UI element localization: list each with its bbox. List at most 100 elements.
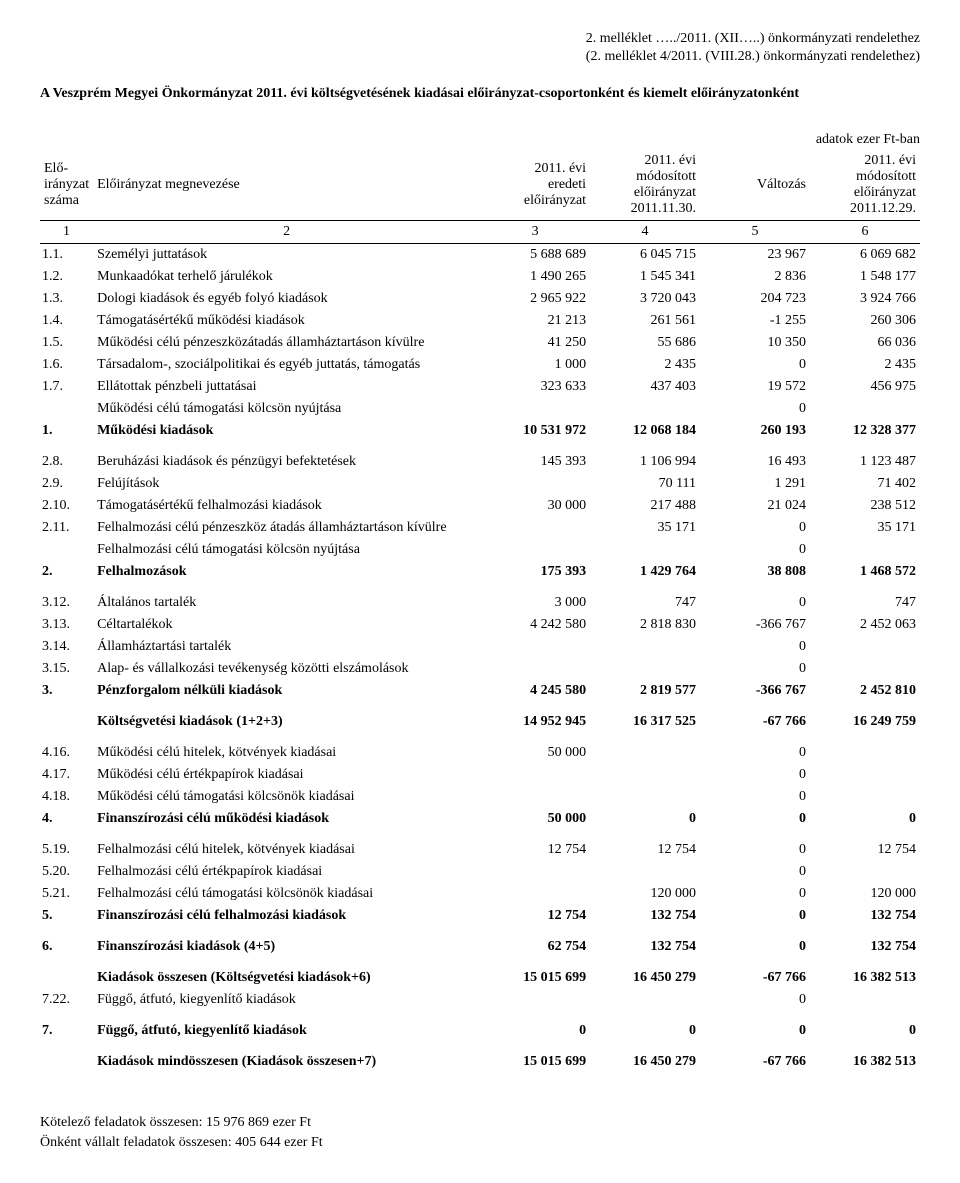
row-value: 2 965 922 bbox=[480, 288, 590, 310]
row-value: -67 766 bbox=[700, 702, 810, 733]
row-name: Beruházási kiadások és pénzügyi befektet… bbox=[93, 442, 480, 473]
row-name: Támogatásértékű működési kiadások bbox=[93, 310, 480, 332]
row-value bbox=[810, 764, 920, 786]
row-value: 10 531 972 bbox=[480, 420, 590, 442]
row-value bbox=[480, 764, 590, 786]
row-index: 1.1. bbox=[40, 244, 93, 267]
row-value: 16 317 525 bbox=[590, 702, 700, 733]
footer-line1: Kötelező feladatok összesen: 15 976 869 … bbox=[40, 1113, 920, 1133]
row-value: 0 bbox=[700, 905, 810, 927]
row-name: Felhalmozási célú pénzeszköz átadás álla… bbox=[93, 517, 480, 539]
row-name: Függő, átfutó, kiegyenlítő kiadások bbox=[93, 1011, 480, 1042]
row-value: 5 688 689 bbox=[480, 244, 590, 267]
row-name: Működési célú támogatási kölcsön nyújtás… bbox=[93, 398, 480, 420]
table-header-row: Elő- irányzat száma Előirányzat megnevez… bbox=[40, 150, 920, 221]
row-name: Felhalmozási célú támogatási kölcsönök k… bbox=[93, 883, 480, 905]
unit-label: adatok ezer Ft-ban bbox=[40, 132, 920, 148]
table-row: 1.3.Dologi kiadások és egyéb folyó kiadá… bbox=[40, 288, 920, 310]
row-value bbox=[590, 786, 700, 808]
row-value: 16 382 513 bbox=[810, 958, 920, 989]
table-row: 5.21.Felhalmozási célú támogatási kölcsö… bbox=[40, 883, 920, 905]
row-name: Társadalom-, szociálpolitikai és egyéb j… bbox=[93, 354, 480, 376]
row-value: -67 766 bbox=[700, 1042, 810, 1073]
row-value bbox=[810, 989, 920, 1011]
table-row: Költségvetési kiadások (1+2+3)14 952 945… bbox=[40, 702, 920, 733]
row-value: 70 111 bbox=[590, 473, 700, 495]
row-value: 132 754 bbox=[810, 905, 920, 927]
row-value: 21 024 bbox=[700, 495, 810, 517]
row-index bbox=[40, 539, 93, 561]
row-value: 0 bbox=[700, 539, 810, 561]
row-value: 50 000 bbox=[480, 808, 590, 830]
table-row: 3.14.Államháztartási tartalék0 bbox=[40, 636, 920, 658]
row-value bbox=[480, 539, 590, 561]
row-value: 0 bbox=[700, 658, 810, 680]
row-value: 120 000 bbox=[810, 883, 920, 905]
row-value bbox=[590, 636, 700, 658]
table-row: 6.Finanszírozási kiadások (4+5)62 754132… bbox=[40, 927, 920, 958]
table-row: 5.20.Felhalmozási célú értékpapírok kiad… bbox=[40, 861, 920, 883]
row-value: -67 766 bbox=[700, 958, 810, 989]
table-row: 5.Finanszírozási célú felhalmozási kiadá… bbox=[40, 905, 920, 927]
row-value: 30 000 bbox=[480, 495, 590, 517]
row-value: 260 193 bbox=[700, 420, 810, 442]
row-value: 132 754 bbox=[590, 905, 700, 927]
row-index: 6. bbox=[40, 927, 93, 958]
row-value: 260 306 bbox=[810, 310, 920, 332]
row-value: 16 450 279 bbox=[590, 1042, 700, 1073]
row-value: 1 106 994 bbox=[590, 442, 700, 473]
row-value: 71 402 bbox=[810, 473, 920, 495]
row-index: 3.13. bbox=[40, 614, 93, 636]
row-index: 4. bbox=[40, 808, 93, 830]
row-value bbox=[810, 539, 920, 561]
row-value: 747 bbox=[810, 583, 920, 614]
row-name: Felhalmozások bbox=[93, 561, 480, 583]
row-name: Ellátottak pénzbeli juttatásai bbox=[93, 376, 480, 398]
row-value bbox=[590, 733, 700, 764]
row-name: Finanszírozási célú felhalmozási kiadáso… bbox=[93, 905, 480, 927]
row-index: 1.2. bbox=[40, 266, 93, 288]
row-index: 1.4. bbox=[40, 310, 93, 332]
row-value bbox=[590, 539, 700, 561]
col-header-index: Elő- irányzat száma bbox=[40, 150, 93, 221]
row-value: -366 767 bbox=[700, 614, 810, 636]
row-value: 23 967 bbox=[700, 244, 810, 267]
row-index: 2.10. bbox=[40, 495, 93, 517]
row-value: 15 015 699 bbox=[480, 1042, 590, 1073]
row-index: 2.8. bbox=[40, 442, 93, 473]
row-value: 6 045 715 bbox=[590, 244, 700, 267]
colnum-5: 5 bbox=[700, 221, 810, 244]
row-value: 16 249 759 bbox=[810, 702, 920, 733]
row-value bbox=[480, 989, 590, 1011]
row-value: 1 123 487 bbox=[810, 442, 920, 473]
row-value: 0 bbox=[700, 583, 810, 614]
row-value: 217 488 bbox=[590, 495, 700, 517]
row-value: 0 bbox=[590, 808, 700, 830]
col-header-modified-1130: 2011. évi módosított előirányzat 2011.11… bbox=[590, 150, 700, 221]
row-index: 3. bbox=[40, 680, 93, 702]
row-value bbox=[810, 733, 920, 764]
row-value: 3 000 bbox=[480, 583, 590, 614]
row-index bbox=[40, 702, 93, 733]
row-name: Működési célú pénzeszközátadás államházt… bbox=[93, 332, 480, 354]
row-value: 0 bbox=[700, 1011, 810, 1042]
table-row: 1.4.Támogatásértékű működési kiadások21 … bbox=[40, 310, 920, 332]
table-row: 1.2.Munkaadókat terhelő járulékok1 490 2… bbox=[40, 266, 920, 288]
row-value: 12 754 bbox=[480, 830, 590, 861]
row-index: 5. bbox=[40, 905, 93, 927]
row-value: 35 171 bbox=[590, 517, 700, 539]
row-value bbox=[480, 861, 590, 883]
row-value: 0 bbox=[700, 927, 810, 958]
row-value: 12 754 bbox=[480, 905, 590, 927]
header-annex: 2. melléklet …../2011. (XII…..) önkormán… bbox=[40, 30, 920, 66]
row-value: 19 572 bbox=[700, 376, 810, 398]
row-value: 0 bbox=[700, 786, 810, 808]
row-index: 3.14. bbox=[40, 636, 93, 658]
colnum-3: 3 bbox=[480, 221, 590, 244]
row-name: Függő, átfutó, kiegyenlítő kiadások bbox=[93, 989, 480, 1011]
row-index: 2.9. bbox=[40, 473, 93, 495]
row-index: 4.16. bbox=[40, 733, 93, 764]
row-value bbox=[810, 861, 920, 883]
table-row: 7.Függő, átfutó, kiegyenlítő kiadások000… bbox=[40, 1011, 920, 1042]
row-value: 1 548 177 bbox=[810, 266, 920, 288]
